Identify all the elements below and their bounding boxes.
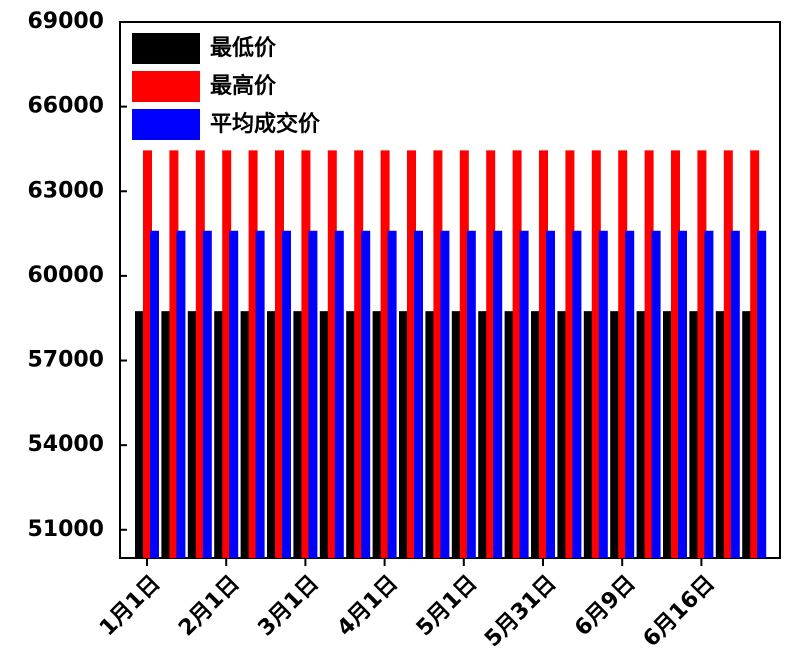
bar bbox=[689, 311, 699, 558]
bar bbox=[519, 230, 529, 559]
bar bbox=[372, 311, 382, 558]
bar bbox=[651, 230, 661, 559]
bar bbox=[169, 150, 179, 558]
y-tick-label: 60000 bbox=[27, 263, 104, 288]
bar bbox=[598, 230, 608, 559]
x-tick-label: 6月16日 bbox=[639, 571, 720, 652]
bar bbox=[161, 311, 171, 558]
y-tick-label: 57000 bbox=[27, 348, 104, 373]
y-tick-label: 54000 bbox=[27, 432, 104, 457]
x-tick-label: 3月1日 bbox=[253, 571, 323, 641]
bar bbox=[486, 150, 496, 558]
bar bbox=[414, 230, 423, 559]
y-tick-label: 66000 bbox=[27, 94, 104, 119]
bar bbox=[610, 311, 620, 558]
bar bbox=[618, 150, 628, 558]
bar bbox=[387, 230, 397, 559]
bar bbox=[625, 230, 635, 559]
bar bbox=[723, 150, 733, 558]
bar bbox=[715, 311, 725, 558]
bar bbox=[425, 311, 435, 558]
bar bbox=[143, 150, 152, 558]
bar bbox=[591, 150, 601, 558]
bar bbox=[565, 150, 575, 558]
legend-label: 平均成交价 bbox=[210, 111, 321, 137]
bar bbox=[380, 150, 390, 558]
bar bbox=[644, 150, 654, 558]
bar bbox=[229, 230, 239, 559]
bar bbox=[451, 311, 461, 558]
bar bbox=[433, 150, 443, 558]
legend-swatch bbox=[132, 109, 200, 140]
bar bbox=[512, 150, 522, 558]
bar bbox=[671, 150, 680, 558]
bar bbox=[636, 311, 646, 558]
bar bbox=[255, 230, 265, 559]
bar bbox=[539, 150, 548, 558]
bar bbox=[742, 311, 752, 558]
x-tick-label: 5月1日 bbox=[412, 571, 482, 641]
bar bbox=[407, 150, 416, 558]
bar bbox=[478, 311, 488, 558]
bar bbox=[135, 311, 144, 558]
bar bbox=[531, 311, 540, 558]
bar bbox=[697, 150, 707, 558]
x-tick-label: 5月31日 bbox=[480, 571, 561, 652]
bar bbox=[187, 311, 197, 558]
bar bbox=[275, 150, 284, 558]
bar bbox=[282, 230, 291, 559]
bar bbox=[301, 150, 311, 558]
y-tick-label: 69000 bbox=[27, 9, 104, 34]
bar bbox=[346, 311, 356, 558]
bar bbox=[361, 230, 371, 559]
bar bbox=[440, 230, 450, 559]
bar bbox=[399, 311, 408, 558]
bar bbox=[459, 150, 469, 558]
legend-swatch bbox=[132, 71, 200, 102]
bar bbox=[757, 230, 767, 559]
plot-frame bbox=[119, 21, 781, 559]
bar bbox=[750, 150, 760, 558]
bar bbox=[293, 311, 303, 558]
x-tick-label: 1月1日 bbox=[95, 571, 165, 641]
bar bbox=[730, 230, 740, 559]
y-tick-label: 51000 bbox=[27, 517, 104, 542]
bar bbox=[176, 230, 186, 559]
bar bbox=[678, 230, 687, 559]
bar bbox=[334, 230, 344, 559]
bar bbox=[557, 311, 567, 558]
bar bbox=[327, 150, 337, 558]
bar bbox=[195, 150, 205, 558]
bar bbox=[319, 311, 329, 558]
y-tick-label: 63000 bbox=[27, 178, 104, 203]
legend-swatch bbox=[132, 33, 200, 64]
legend-label: 最高价 bbox=[210, 73, 277, 99]
bar bbox=[202, 230, 212, 559]
bar bbox=[504, 311, 514, 558]
bar bbox=[267, 311, 276, 558]
bar bbox=[240, 311, 250, 558]
bar bbox=[546, 230, 555, 559]
legend-label: 最低价 bbox=[210, 36, 277, 61]
bar bbox=[583, 311, 593, 558]
bar bbox=[214, 311, 224, 558]
bar bbox=[466, 230, 476, 559]
x-tick-label: 4月1日 bbox=[333, 571, 403, 641]
bar bbox=[308, 230, 318, 559]
bar bbox=[493, 230, 503, 559]
bar bbox=[248, 150, 258, 558]
bar bbox=[572, 230, 582, 559]
x-tick-label: 2月1日 bbox=[174, 571, 244, 641]
bar bbox=[663, 311, 672, 558]
bar bbox=[222, 150, 232, 558]
x-tick-label: 6月9日 bbox=[570, 571, 640, 641]
bar bbox=[704, 230, 714, 559]
bar bbox=[150, 230, 159, 559]
bar bbox=[354, 150, 364, 558]
